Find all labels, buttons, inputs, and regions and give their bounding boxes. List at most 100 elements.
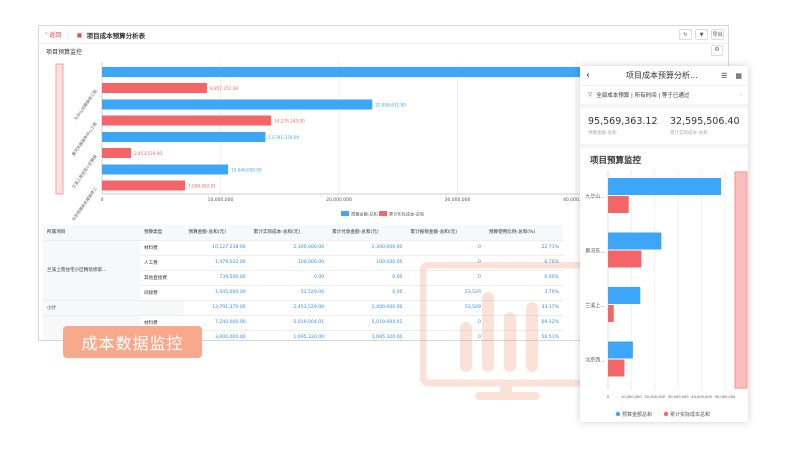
- filter-icon[interactable]: ▼: [695, 29, 708, 40]
- table-cell: 间接费: [139, 285, 185, 301]
- data-label: 8,857,372.39: [210, 86, 238, 91]
- legend-label: 累计实际成本总和: [670, 411, 710, 418]
- header: ‹ 返回 ▣ 项目成本预算分析表 ↻ ▼ 导出: [39, 26, 728, 44]
- x-tick-label: 30,000,000: [668, 395, 689, 399]
- table-cell: 0: [406, 315, 485, 331]
- section-title: 项目预算监控: [46, 49, 83, 56]
- table-cell: 53,529: [406, 285, 485, 301]
- x-tick-label: 40,000,000: [563, 197, 589, 203]
- table-cell: 53,529: [406, 300, 485, 316]
- bar-actual: [102, 115, 272, 126]
- project-cell: 兰溪上苑住宅小区精装修第...: [43, 240, 140, 301]
- x-tick-label: 0: [607, 395, 610, 399]
- bar-actual: [608, 305, 614, 322]
- bar-budget: [102, 99, 373, 110]
- bar-chart: 0 10,000,000 20,000,000 30,000,000 40,000,00…: [55, 62, 728, 222]
- table-row: 间接费 1,445,600.00 53,529.00 0.00 53,529 3.70%: [43, 285, 563, 301]
- table-cell: 53,529.00: [249, 285, 329, 301]
- table-cell: 1,695,320.00: [249, 330, 329, 340]
- table-cell: 其他直接费: [139, 270, 185, 286]
- bar-budget: [608, 341, 633, 359]
- table-cell: 5,019,004.01: [249, 315, 329, 331]
- table-row: 兰溪上苑住宅小区精装修第... 材料费 10,127,238.00 2,300,000…: [43, 240, 563, 301]
- x-tick-label: 20,000,000: [326, 197, 352, 203]
- stat-actual-cost: 32,595,506.40 累计实际成本-总和: [670, 116, 740, 136]
- table-cell: 0: [406, 330, 485, 340]
- bar-actual: [102, 148, 132, 158]
- table-cell: 33.17%: [484, 300, 563, 316]
- legend-dot: [663, 411, 669, 417]
- table-cell: 0: [406, 240, 485, 256]
- column-header[interactable]: 累计付款金额-总和(元): [328, 225, 407, 241]
- mobile-title: 项目成本预算分析...: [626, 71, 698, 80]
- table-cell: 0: [406, 255, 485, 271]
- table-cell: 69.32%: [484, 315, 563, 331]
- legend-label: 预算金额总和: [622, 411, 652, 418]
- table-cell: 3.70%: [484, 285, 563, 301]
- column-header[interactable]: 预算使用比例-总和(%): [484, 225, 563, 241]
- table-cell: 100,000.00: [249, 255, 329, 271]
- table-cell: 人工费: [139, 255, 185, 271]
- datazoom-slider: [734, 171, 748, 389]
- back-icon[interactable]: ‹: [586, 70, 590, 81]
- table-row: 其他直接费 739,500.00 0.00 0.00 0 0.00%: [43, 270, 563, 286]
- data-table: 所属项目 预算类型 预算金额-总和(元) 累计实际成本-总和(元) 累计付款金额-总和(…: [43, 225, 563, 340]
- data-label: 13,791,370.00: [268, 135, 299, 140]
- back-button[interactable]: ‹ 返回: [39, 30, 69, 39]
- gear-icon[interactable]: ⚙: [711, 45, 723, 56]
- bar-budget: [608, 287, 641, 304]
- table-cell: 2,400,000.00: [328, 300, 407, 316]
- y-tick-label: 兰溪上...: [585, 302, 605, 309]
- refresh-icon[interactable]: ↻: [679, 29, 692, 40]
- bar-actual: [608, 196, 629, 213]
- mobile-preview: ‹ 项目成本预算分析... ☰ ▦ ▽ 全部成本预算 | 所有时间 | 等于已通过 ›…: [580, 66, 748, 422]
- table-icon[interactable]: ▦: [735, 71, 742, 80]
- x-tick-label: 50,000,000: [715, 395, 736, 399]
- column-header[interactable]: 累计报销金额-总和(元): [406, 225, 485, 241]
- table-row: 小计 13,791,370.00 2,453,529.00 2,400,000.00 5…: [43, 300, 563, 316]
- stat-budget: 95,569,363.12 预算金额-总和: [588, 116, 658, 136]
- bar-budget: [608, 232, 662, 250]
- bar-actual: [608, 250, 642, 268]
- x-tick-label: 10,000,000: [208, 197, 234, 203]
- x-tick-label: 0: [101, 197, 104, 203]
- table-cell: 0.00: [328, 270, 407, 286]
- bar-actual: [102, 83, 207, 93]
- mobile-bar-chart: 0 10,000,000 20,000,000 30,000,000 40,000,00…: [585, 170, 748, 418]
- page-title: 项目成本预算分析表: [86, 31, 146, 40]
- data-label: 2,453,529.00: [134, 151, 162, 156]
- legend-label: 累计实际成本-总和: [389, 211, 424, 218]
- bar-budget: [102, 67, 675, 77]
- y-tick-label: 北京西路综合楼装修工: [70, 186, 98, 222]
- table-cell: 22.71%: [484, 240, 563, 256]
- y-tick-label: 九华山庄精装修工程: [72, 88, 98, 121]
- project-cell: 小计: [43, 300, 185, 316]
- x-tick-label: 40,000,000: [691, 395, 712, 399]
- column-header[interactable]: 预算金额-总和(元): [184, 225, 250, 241]
- x-tick-label: 20,000,000: [645, 395, 666, 399]
- bar-budget: [102, 132, 266, 142]
- list-icon[interactable]: ☰: [721, 71, 728, 80]
- table-cell: 13,791,370.00: [184, 300, 250, 316]
- y-tick-label: 黄河东...: [585, 248, 605, 255]
- chevron-right-icon: ›: [739, 92, 742, 98]
- data-label: 10,640,000.00: [231, 168, 262, 173]
- table-cell: 739,500.00: [184, 270, 250, 286]
- table-cell: 0.00: [328, 285, 407, 301]
- chevron-left-icon: ‹: [45, 30, 48, 37]
- bar-actual: [102, 180, 186, 191]
- column-header[interactable]: 累计实际成本-总和(元): [249, 225, 329, 241]
- table-cell: 0.00%: [484, 270, 563, 286]
- column-header[interactable]: 预算类型: [139, 225, 185, 241]
- bar-actual: [608, 359, 625, 377]
- export-button[interactable]: 导出: [711, 29, 724, 40]
- x-tick-label: 30,000,000: [445, 197, 471, 203]
- bar-budget: [608, 178, 722, 195]
- table-cell: 0.00: [249, 270, 329, 286]
- datazoom-slider: [55, 63, 64, 195]
- column-header[interactable]: 所属项目: [43, 225, 140, 241]
- filter-bar[interactable]: ▽ 全部成本预算 | 所有时间 | 等于已通过 ›: [580, 86, 748, 108]
- legend-swatch: [379, 211, 387, 216]
- data-label: 7,008,262.01: [188, 184, 216, 189]
- table-cell: 10,127,238.00: [184, 240, 250, 256]
